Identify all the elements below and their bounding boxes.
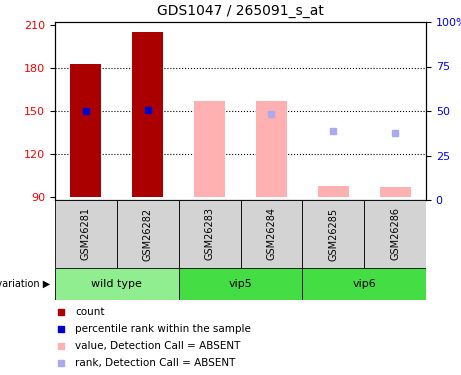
Bar (132, 32, 163, 197)
Text: GSM26281: GSM26281 (81, 207, 91, 261)
Title: GDS1047 / 265091_s_at: GDS1047 / 265091_s_at (157, 4, 324, 18)
Bar (318, 186, 349, 197)
Bar (194, 101, 225, 197)
FancyBboxPatch shape (55, 268, 179, 300)
Text: GSM26285: GSM26285 (328, 207, 338, 261)
FancyBboxPatch shape (302, 200, 364, 268)
FancyBboxPatch shape (117, 200, 179, 268)
Text: GSM26282: GSM26282 (143, 207, 153, 261)
Bar (256, 101, 287, 197)
Text: vip5: vip5 (229, 279, 252, 289)
FancyBboxPatch shape (179, 268, 302, 300)
Text: percentile rank within the sample: percentile rank within the sample (76, 324, 251, 334)
FancyBboxPatch shape (364, 200, 426, 268)
Text: wild type: wild type (91, 279, 142, 289)
FancyBboxPatch shape (55, 200, 117, 268)
Text: genotype/variation ▶: genotype/variation ▶ (0, 279, 50, 289)
Text: count: count (76, 307, 105, 317)
Text: rank, Detection Call = ABSENT: rank, Detection Call = ABSENT (76, 358, 236, 368)
FancyBboxPatch shape (241, 200, 302, 268)
Text: GSM26286: GSM26286 (390, 207, 400, 261)
Text: GSM26283: GSM26283 (205, 207, 214, 261)
FancyBboxPatch shape (302, 268, 426, 300)
Bar (71, 64, 101, 197)
FancyBboxPatch shape (179, 200, 241, 268)
Text: vip6: vip6 (352, 279, 376, 289)
Bar (379, 187, 411, 197)
Text: GSM26284: GSM26284 (266, 207, 277, 261)
Text: value, Detection Call = ABSENT: value, Detection Call = ABSENT (76, 341, 241, 351)
